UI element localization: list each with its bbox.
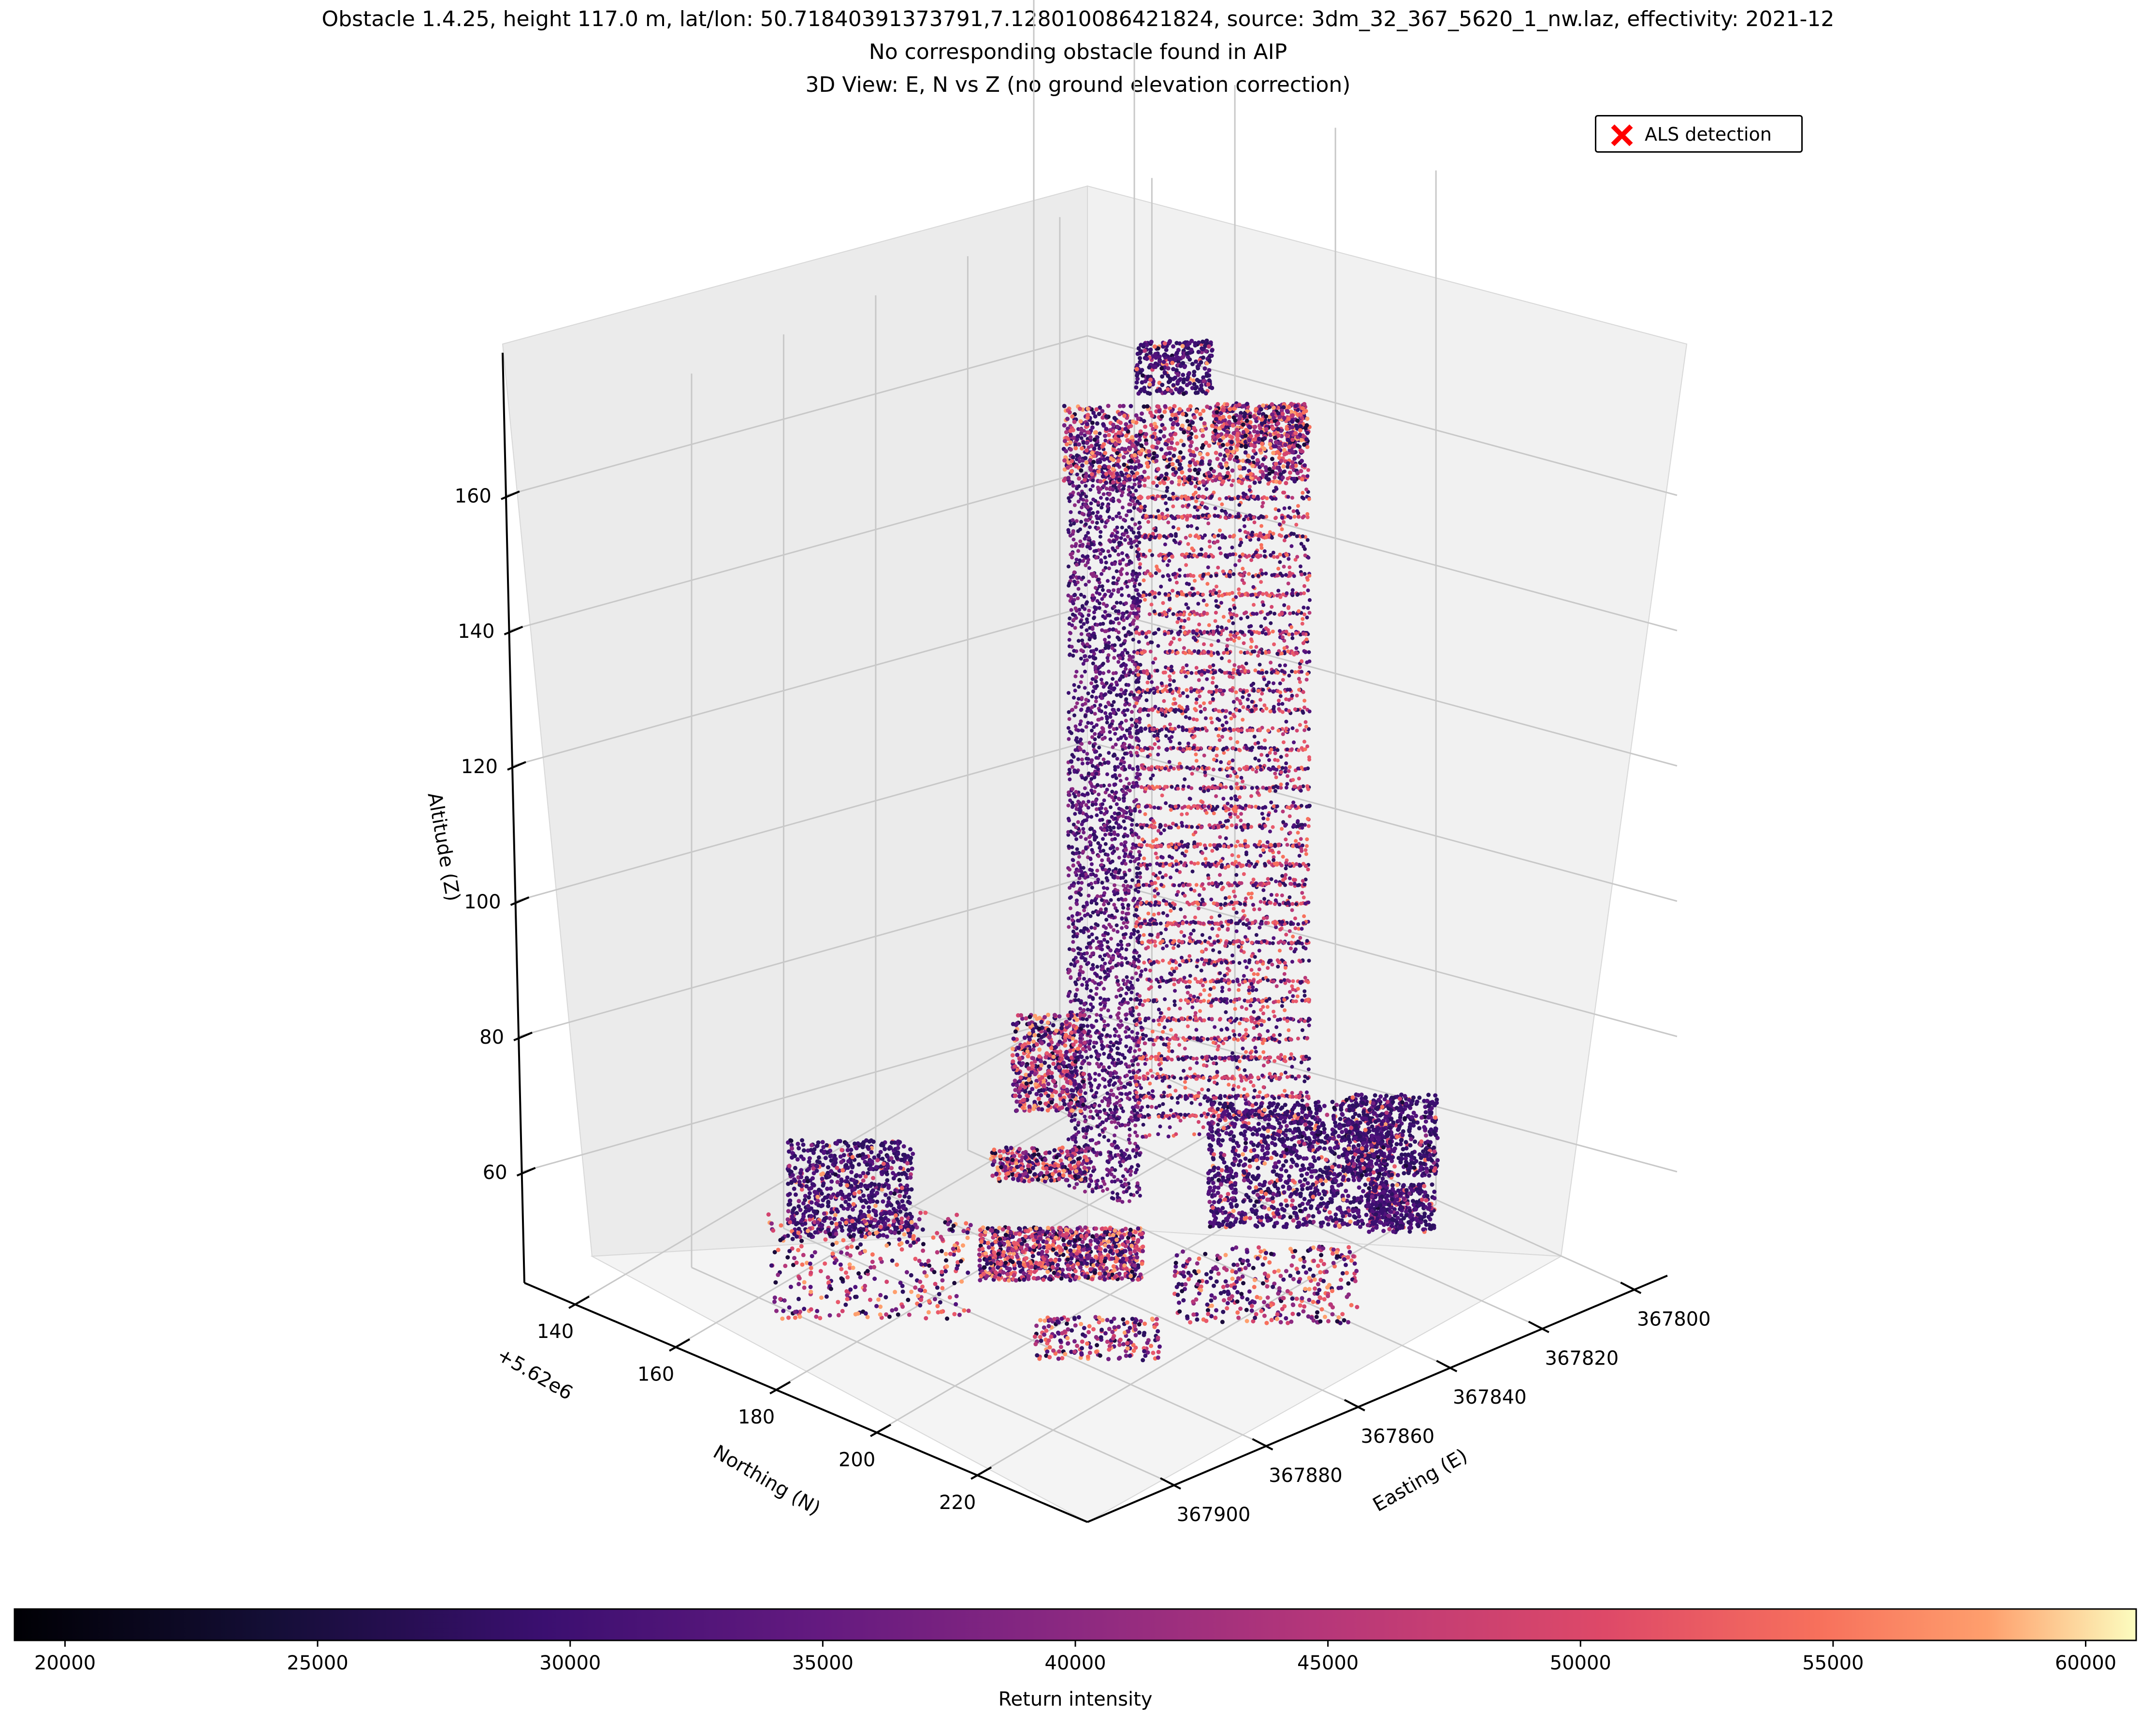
z-axis-title: Altitude (Z) xyxy=(423,791,464,903)
colorbar-tick-label-4: 40000 xyxy=(1044,1652,1106,1674)
low-building-mid xyxy=(1010,1012,1087,1114)
northing-tick-3 xyxy=(870,1423,892,1437)
grid-z-left-0 xyxy=(521,1011,1088,1173)
z-tick-label-4: 140 xyxy=(458,620,494,643)
northing-tick-label-0: 140 xyxy=(537,1321,574,1343)
grid-e-4 xyxy=(783,1227,1268,1447)
legend-label: ALS detection xyxy=(1645,124,1772,145)
legend-x-marker-icon xyxy=(1611,124,1633,146)
northing-tick-0 xyxy=(568,1295,590,1309)
northing-tick-label-3: 200 xyxy=(839,1449,875,1471)
z-tick-4 xyxy=(504,626,523,635)
northing-offset-label: +5.62e6 xyxy=(493,1344,577,1405)
grid-z-left-3 xyxy=(512,605,1088,767)
chart-title-line1: Obstacle 1.4.25, height 117.0 m, lat/lon… xyxy=(321,7,1835,31)
z-tick-1 xyxy=(513,1032,533,1041)
tick-labels: 60 80 100 120 140 160 140 160 180 200 220 367800 367… xyxy=(455,485,1711,1526)
grid-e-1 xyxy=(1059,1110,1544,1329)
grid-z-left-5 xyxy=(506,335,1088,496)
northing-tick-1 xyxy=(669,1338,691,1352)
grid-e-2 xyxy=(967,1149,1451,1368)
grid-n-0 xyxy=(574,1033,1034,1305)
z-tick-2 xyxy=(510,896,530,906)
grid-n-1 xyxy=(675,1076,1135,1348)
grid-z-left-2 xyxy=(515,741,1088,902)
easting-tick-3 xyxy=(1344,1399,1365,1411)
tower-roof xyxy=(1061,403,1307,486)
z-tick-label-1: 80 xyxy=(479,1026,504,1049)
trees-far-right-2 xyxy=(1365,1182,1437,1235)
easting-tick-label-0: 367800 xyxy=(1637,1308,1711,1330)
roof-structure-left xyxy=(1133,338,1215,396)
z-tick-label-2: 100 xyxy=(464,891,501,913)
northing-axis-line xyxy=(524,1282,1088,1523)
easting-tick-label-3: 367860 xyxy=(1361,1425,1435,1448)
low-building-small xyxy=(989,1145,1089,1184)
grid-z-right-5 xyxy=(1087,335,1678,496)
colorbar-ticks: 20000 25000 30000 35000 40000 45000 50000 55000… xyxy=(34,1640,2116,1674)
northing-tick-label-4: 220 xyxy=(939,1492,976,1514)
easting-tick-1 xyxy=(1528,1321,1549,1334)
northing-tick-label-1: 160 xyxy=(637,1364,674,1386)
northing-tick-label-2: 180 xyxy=(738,1406,775,1428)
colorbar-tick-label-1: 25000 xyxy=(287,1652,348,1674)
easting-tick-5 xyxy=(1160,1477,1181,1490)
z-tick-label-3: 120 xyxy=(461,756,498,778)
northing-tick-2 xyxy=(769,1381,791,1394)
northing-tick-4 xyxy=(970,1466,992,1480)
colorbar-tick-label-7: 55000 xyxy=(1802,1652,1864,1674)
colorbar-tick-label-2: 30000 xyxy=(539,1652,601,1674)
colorbar-tick-label-8: 60000 xyxy=(2055,1652,2116,1674)
point-cloud xyxy=(766,338,1440,1363)
z-axis-line xyxy=(502,352,525,1283)
easting-axis-line xyxy=(1087,1275,1668,1523)
low-building-front xyxy=(977,1225,1145,1283)
trees-left xyxy=(785,1138,915,1239)
colorbar-tick-label-3: 35000 xyxy=(792,1652,854,1674)
z-tick-5 xyxy=(501,490,520,500)
z-tick-label-0: 60 xyxy=(483,1162,507,1184)
z-tick-label-5: 160 xyxy=(455,485,492,507)
easting-axis-title: Easting (E) xyxy=(1369,1444,1471,1516)
chart-title-line3: 3D View: E, N vs Z (no ground elevation … xyxy=(805,72,1351,97)
easting-tick-0 xyxy=(1620,1281,1642,1294)
northing-axis-title: Northing (N) xyxy=(709,1441,824,1520)
easting-tick-2 xyxy=(1436,1360,1458,1373)
ground-scatter-front xyxy=(1032,1315,1162,1363)
easting-tick-4 xyxy=(1252,1438,1273,1451)
colorbar-tick-label-6: 50000 xyxy=(1550,1652,1611,1674)
colorbar xyxy=(14,1608,2137,1641)
tick-marks xyxy=(501,490,1642,1490)
ground-scatter-right xyxy=(1172,1244,1360,1325)
colorbar-label: Return intensity xyxy=(998,1688,1153,1710)
tower-right-face xyxy=(1134,468,1312,1139)
trees-far-right xyxy=(1344,1092,1440,1179)
easting-tick-label-2: 367840 xyxy=(1453,1386,1527,1408)
easting-tick-label-1: 367820 xyxy=(1545,1347,1619,1369)
axes-lines xyxy=(502,352,1668,1523)
chart-title-line2: No corresponding obstacle found in AIP xyxy=(868,40,1288,64)
grid-z-right-1 xyxy=(1087,876,1678,1037)
grid-n-3 xyxy=(876,1161,1336,1433)
roof-structure-right xyxy=(1211,401,1312,449)
ground-scatter-left xyxy=(766,1210,973,1321)
grid-z-left-1 xyxy=(518,876,1088,1037)
z-tick-0 xyxy=(516,1167,536,1177)
colorbar-tick-label-5: 45000 xyxy=(1297,1652,1359,1674)
z-tick-3 xyxy=(507,761,526,771)
pane-back-left xyxy=(502,185,1088,1257)
legend: ALS detection xyxy=(1595,115,1803,153)
easting-tick-label-4: 367880 xyxy=(1269,1465,1343,1487)
colorbar-tick-label-0: 20000 xyxy=(34,1652,96,1674)
grid-z-left-4 xyxy=(509,470,1088,632)
tower-left-face xyxy=(1066,424,1143,1204)
grid-e-5 xyxy=(691,1266,1175,1486)
easting-tick-label-5: 367900 xyxy=(1177,1504,1251,1526)
